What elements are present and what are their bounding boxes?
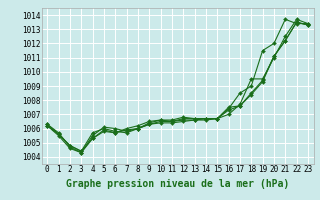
X-axis label: Graphe pression niveau de la mer (hPa): Graphe pression niveau de la mer (hPa) [66, 179, 289, 189]
